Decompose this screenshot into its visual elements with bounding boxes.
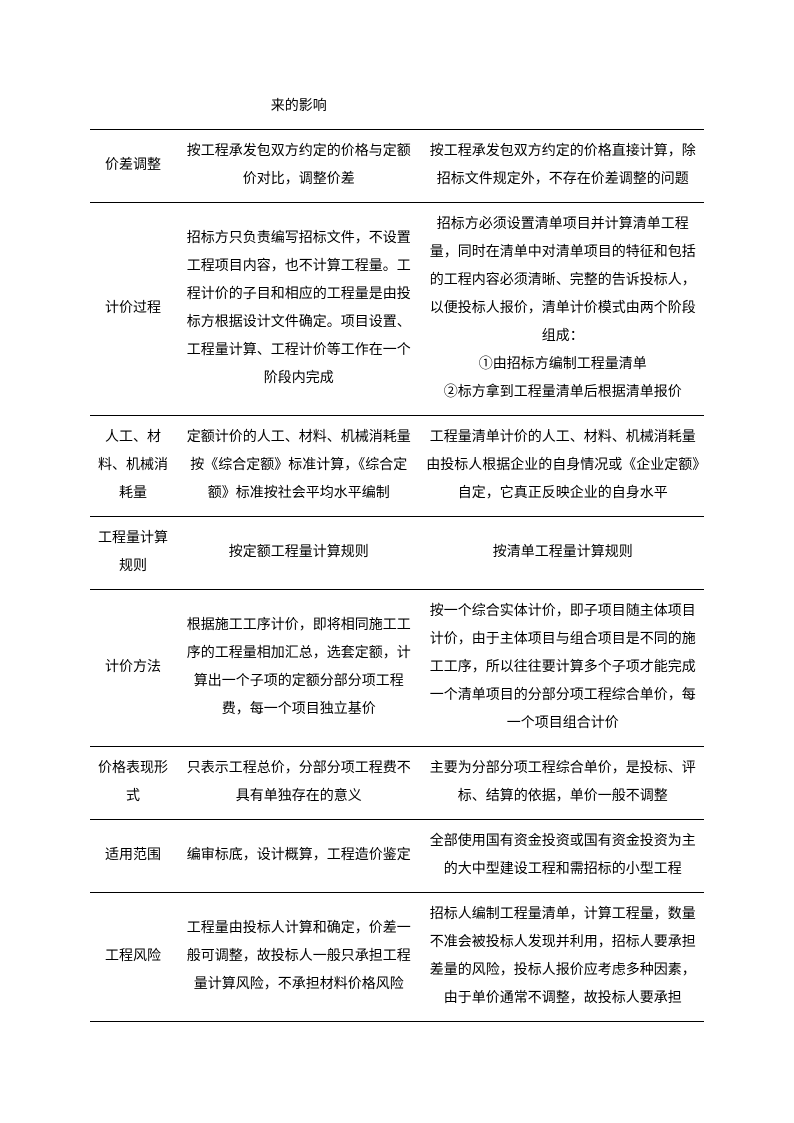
table-cell: 招标方只负责编写招标文件，不设置工程项目内容，也不计算工程量。工程计价的子目和相… (176, 203, 422, 416)
table-row: 价格表现形式只表示工程总价，分部分项工程费不具有单独存在的意义主要为分部分项工程… (90, 747, 704, 820)
table-cell: 计价过程 (90, 203, 176, 416)
table-row: 工程量计算规则按定额工程量计算规则按清单工程量计算规则 (90, 517, 704, 590)
table-cell: 按定额工程量计算规则 (176, 517, 422, 590)
table-cell: 计价方法 (90, 590, 176, 747)
table-row: 价差调整按工程承发包双方约定的价格与定额价对比，调整价差按工程承发包双方约定的价… (90, 130, 704, 203)
table-cell: 工程量计算规则 (90, 517, 176, 590)
table-cell: 只表示工程总价，分部分项工程费不具有单独存在的意义 (176, 747, 422, 820)
table-cell: 招标人编制工程量清单，计算工程量，数量不准会被投标人发现并利用，招标人要承担差量… (422, 893, 704, 1022)
table-cell: 来的影响 (176, 85, 422, 130)
table-cell: 主要为分部分项工程综合单价，是投标、评标、结算的依据，单价一般不调整 (422, 747, 704, 820)
table-cell: 按工程承发包双方约定的价格与定额价对比，调整价差 (176, 130, 422, 203)
table-row: 工程风险工程量由投标人计算和确定，价差一般可调整，故投标人一般只承担工程量计算风… (90, 893, 704, 1022)
table-cell (422, 85, 704, 130)
table-body: 来的影响价差调整按工程承发包双方约定的价格与定额价对比，调整价差按工程承发包双方… (90, 85, 704, 1022)
table-cell: 招标方必须设置清单项目并计算清单工程量，同时在清单中对清单项目的特征和包括的工程… (422, 203, 704, 416)
table-cell: 价格表现形式 (90, 747, 176, 820)
table-cell: 按一个综合实体计价，即子项目随主体项目计价，由于主体项目与组合项目是不同的施工工… (422, 590, 704, 747)
table-cell: 人工、材料、机械消耗量 (90, 416, 176, 517)
table-row: 计价过程招标方只负责编写招标文件，不设置工程项目内容，也不计算工程量。工程计价的… (90, 203, 704, 416)
table-cell: 适用范围 (90, 820, 176, 893)
table-row: 来的影响 (90, 85, 704, 130)
table-cell: 工程量由投标人计算和确定，价差一般可调整，故投标人一般只承担工程量计算风险，不承… (176, 893, 422, 1022)
table-cell: 全部使用国有资金投资或国有资金投资为主的大中型建设工程和需招标的小型工程 (422, 820, 704, 893)
table-cell: 编审标底，设计概算，工程造价鉴定 (176, 820, 422, 893)
table-row: 计价方法根据施工工序计价，即将相同施工工序的工程量相加汇总，选套定额，计算出一个… (90, 590, 704, 747)
table-cell: 按工程承发包双方约定的价格直接计算，除招标文件规定外，不存在价差调整的问题 (422, 130, 704, 203)
table-cell: 价差调整 (90, 130, 176, 203)
comparison-table: 来的影响价差调整按工程承发包双方约定的价格与定额价对比，调整价差按工程承发包双方… (90, 85, 704, 1022)
table-cell (90, 85, 176, 130)
table-row: 适用范围编审标底，设计概算，工程造价鉴定全部使用国有资金投资或国有资金投资为主的… (90, 820, 704, 893)
table-cell: 定额计价的人工、材料、机械消耗量按《综合定额》标准计算，《综合定额》标准按社会平… (176, 416, 422, 517)
table-cell: 根据施工工序计价，即将相同施工工序的工程量相加汇总，选套定额，计算出一个子项的定… (176, 590, 422, 747)
table-cell: 按清单工程量计算规则 (422, 517, 704, 590)
table-cell: 工程风险 (90, 893, 176, 1022)
table-cell: 工程量清单计价的人工、材料、机械消耗量由投标人根据企业的自身情况或《企业定额》自… (422, 416, 704, 517)
table-row: 人工、材料、机械消耗量定额计价的人工、材料、机械消耗量按《综合定额》标准计算，《… (90, 416, 704, 517)
